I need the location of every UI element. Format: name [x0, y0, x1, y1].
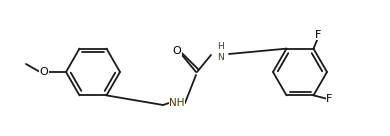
Text: F: F — [326, 94, 333, 104]
Text: NH: NH — [169, 98, 185, 108]
Text: O: O — [40, 67, 48, 77]
Text: O: O — [173, 46, 181, 56]
Text: F: F — [315, 30, 322, 40]
Text: H
N: H N — [216, 42, 223, 62]
